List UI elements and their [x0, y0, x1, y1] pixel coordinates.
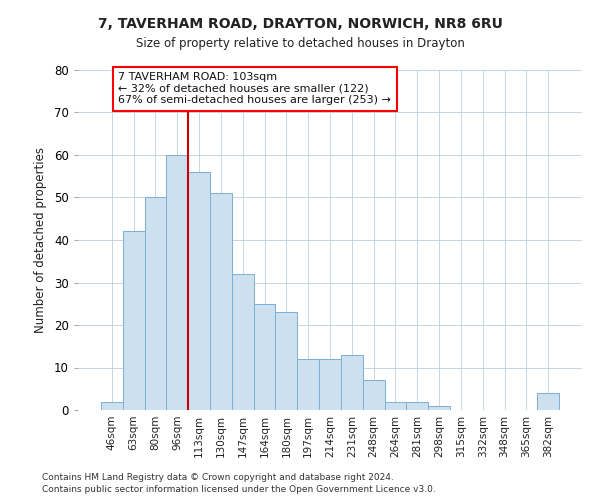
Bar [406, 402, 428, 410]
Bar [319, 359, 341, 410]
Text: Contains HM Land Registry data © Crown copyright and database right 2024.: Contains HM Land Registry data © Crown c… [42, 474, 394, 482]
Text: Contains public sector information licensed under the Open Government Licence v3: Contains public sector information licen… [42, 485, 436, 494]
Text: 7 TAVERHAM ROAD: 103sqm
← 32% of detached houses are smaller (122)
67% of semi-d: 7 TAVERHAM ROAD: 103sqm ← 32% of detache… [118, 72, 391, 106]
Text: 7, TAVERHAM ROAD, DRAYTON, NORWICH, NR8 6RU: 7, TAVERHAM ROAD, DRAYTON, NORWICH, NR8 … [98, 18, 502, 32]
Bar [341, 355, 363, 410]
Bar [537, 393, 559, 410]
Bar [145, 198, 166, 410]
Bar [166, 155, 188, 410]
Bar [428, 406, 450, 410]
Bar [385, 402, 406, 410]
Bar [254, 304, 275, 410]
Bar [188, 172, 210, 410]
Bar [210, 193, 232, 410]
Bar [232, 274, 254, 410]
Bar [297, 359, 319, 410]
Bar [363, 380, 385, 410]
Bar [123, 232, 145, 410]
Bar [275, 312, 297, 410]
Y-axis label: Number of detached properties: Number of detached properties [34, 147, 47, 333]
Bar [101, 402, 123, 410]
Text: Size of property relative to detached houses in Drayton: Size of property relative to detached ho… [136, 38, 464, 51]
